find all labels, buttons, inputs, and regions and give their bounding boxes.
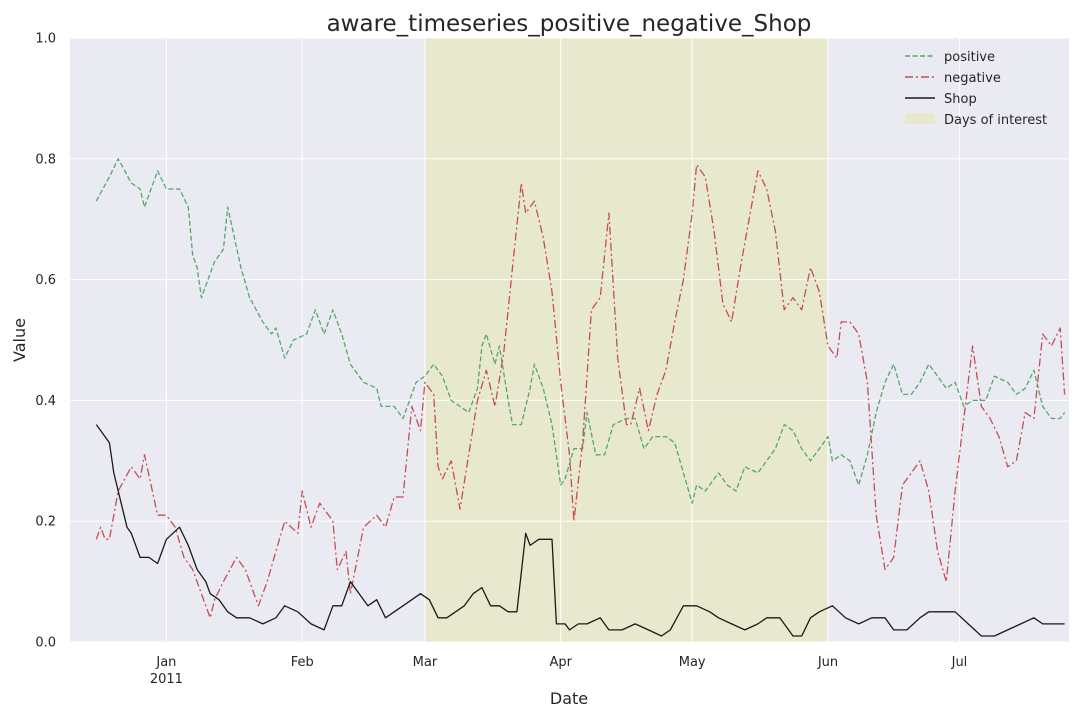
legend: positive negative Shop Days of interest	[905, 50, 1047, 128]
x-tick-label: Apr	[549, 655, 572, 670]
series-line-negative	[95, 164, 1066, 619]
x-tick-label: May	[679, 655, 706, 670]
chart-title: aware_timeseries_positive_negative_Shop	[327, 11, 812, 37]
x-tick-label: Jun	[817, 655, 838, 670]
y-tick-label: 0.2	[35, 515, 56, 530]
y-tick-label: 0.8	[35, 152, 56, 167]
legend-label-positive: positive	[944, 50, 995, 65]
x-tick-label: Feb	[291, 655, 314, 670]
x-tick-label: Mar	[413, 655, 438, 670]
x-axis-title: Date	[550, 689, 588, 708]
y-tick-label: 1.0	[35, 32, 56, 47]
legend-label-days-of-interest: Days of interest	[944, 113, 1047, 128]
y-tick-label: 0.0	[35, 636, 56, 651]
legend-label-shop: Shop	[944, 92, 977, 107]
y-axis-title: Value	[10, 318, 29, 362]
y-tick-label: 0.6	[35, 273, 56, 288]
legend-swatch-days-of-interest	[905, 113, 935, 124]
y-tick-label: 0.4	[35, 394, 56, 409]
legend-label-negative: negative	[944, 71, 1001, 86]
x-tick-label: Jan	[155, 655, 176, 670]
days-of-interest-band	[424, 38, 829, 642]
x-tick-label: Jul	[951, 655, 968, 670]
x-tick-sublabel: 2011	[150, 672, 183, 687]
series-line-positive	[95, 158, 1066, 504]
series-line-shop	[95, 424, 1065, 637]
